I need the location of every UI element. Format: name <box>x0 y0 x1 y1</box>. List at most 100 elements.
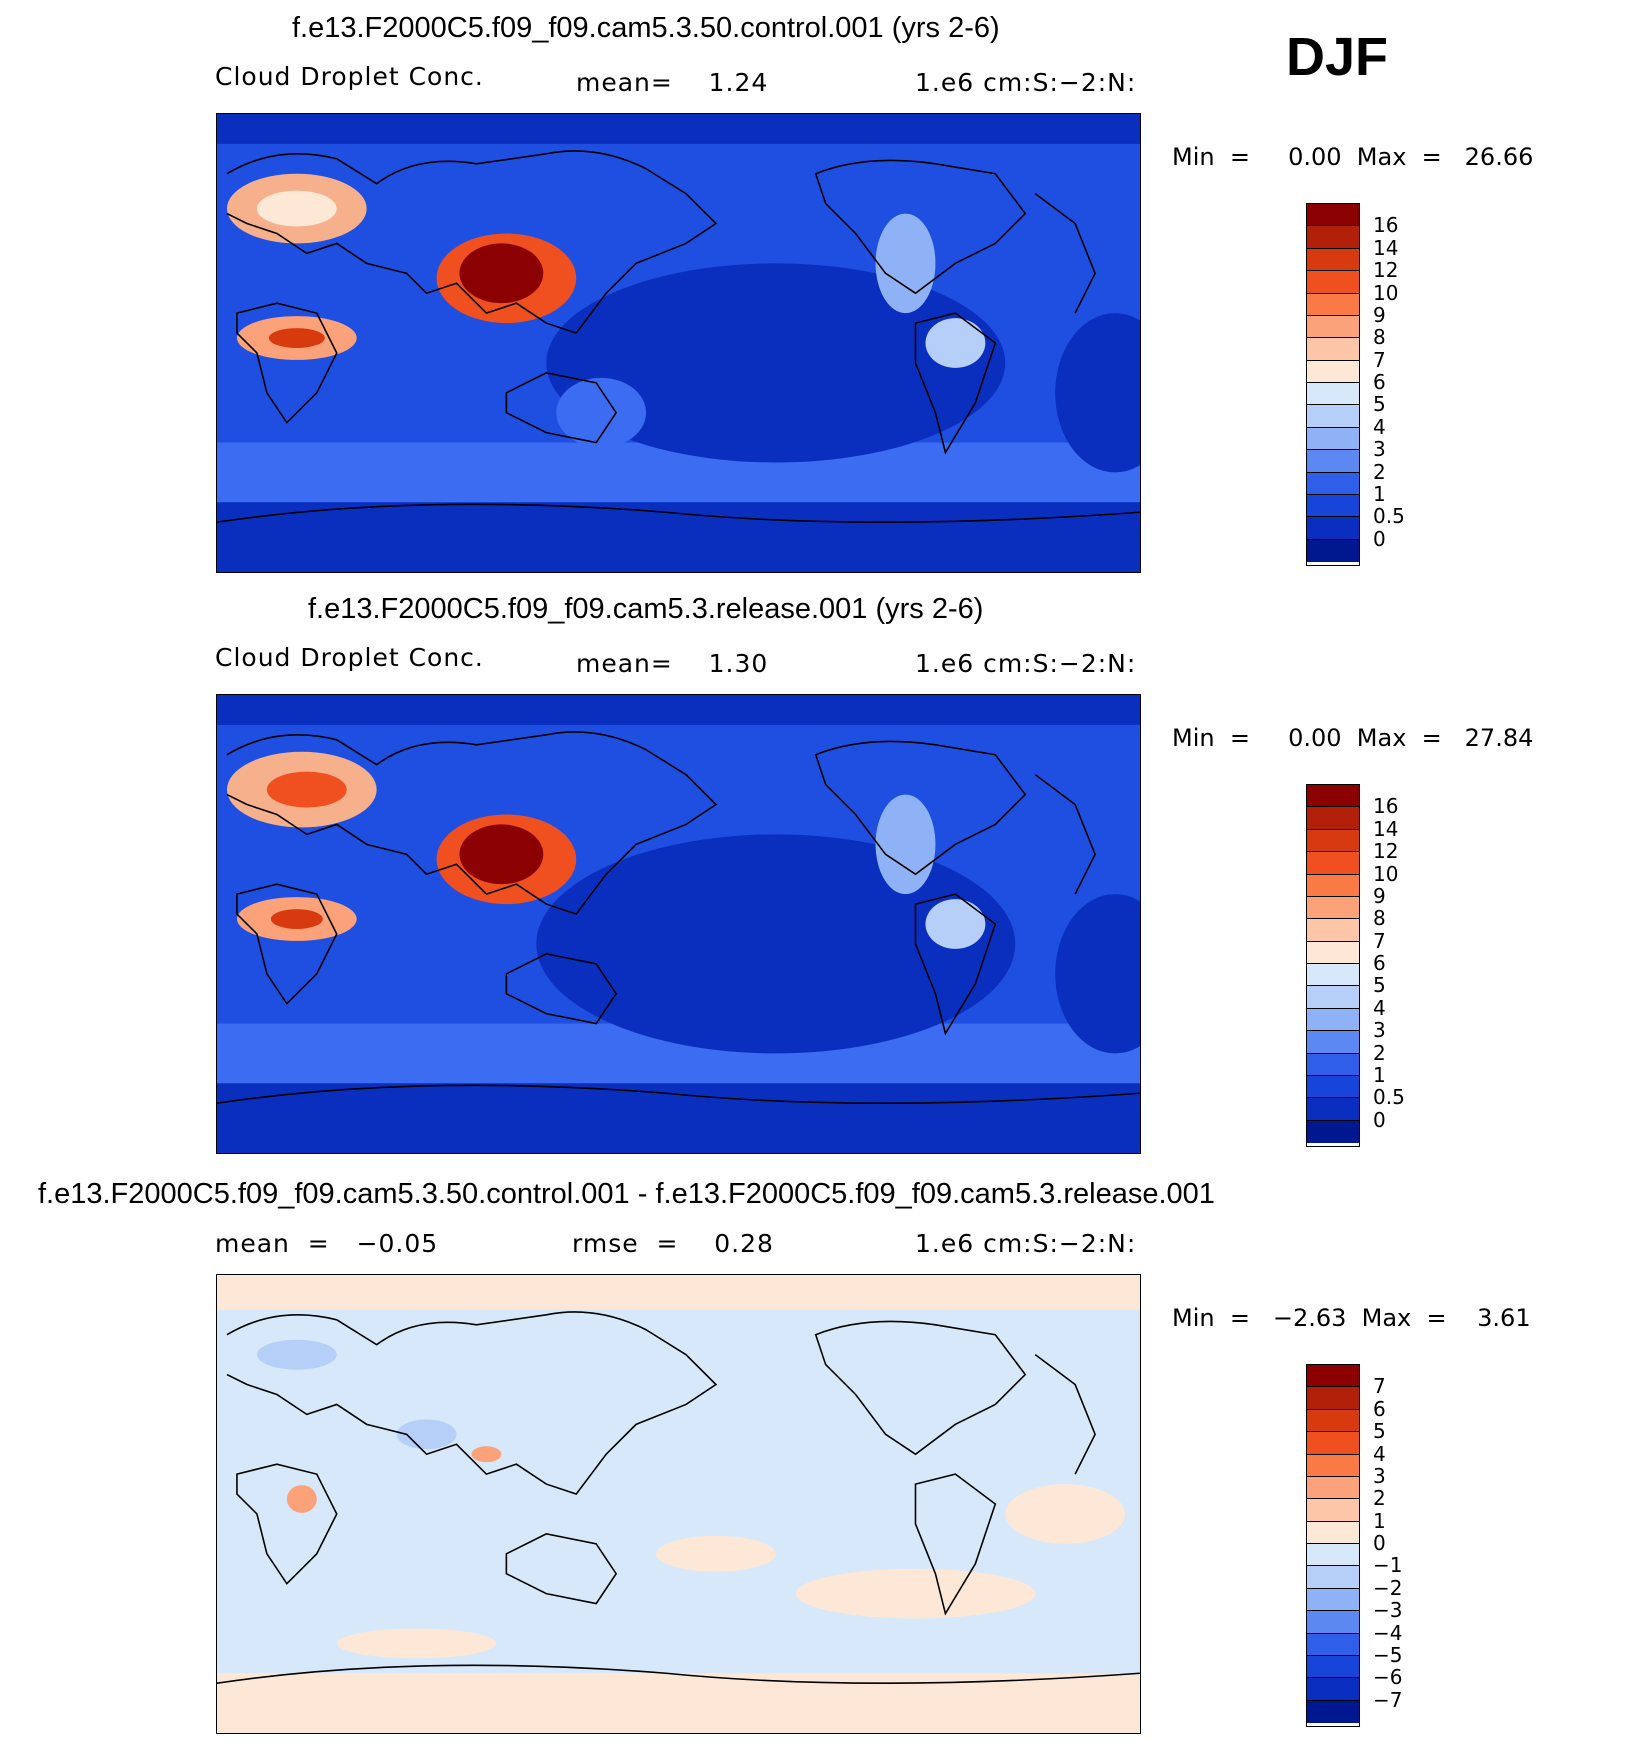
colorbar-label: 10 <box>1373 280 1399 305</box>
panel-2-mean-label: mean= 1.30 <box>576 649 769 678</box>
colorbar-label: 10 <box>1373 861 1399 886</box>
colorbar-label: 0 <box>1373 526 1386 551</box>
panel-1-map-svg <box>217 114 1140 572</box>
colorbar-swatch <box>1307 405 1359 428</box>
panel-3-colorbar <box>1306 1364 1360 1727</box>
colorbar-swatch <box>1307 1611 1359 1634</box>
panel-2-variable-label: Cloud Droplet Conc. <box>215 643 484 672</box>
colorbar-swatch <box>1307 919 1359 942</box>
colorbar-label: 1 <box>1373 1508 1386 1533</box>
colorbar-label: 6 <box>1373 951 1386 975</box>
colorbar-swatch <box>1307 1588 1359 1612</box>
colorbar-swatch <box>1307 293 1359 316</box>
colorbar-label: −4 <box>1373 1620 1403 1645</box>
colorbar-swatch <box>1307 852 1359 875</box>
colorbar-label: 0 <box>1373 1107 1386 1132</box>
colorbar-swatch <box>1307 896 1359 920</box>
colorbar-label: 5 <box>1373 1419 1386 1444</box>
panel-2-colorbar <box>1306 784 1360 1147</box>
colorbar-label: 16 <box>1373 794 1399 819</box>
colorbar-swatch <box>1307 874 1359 897</box>
colorbar-label: 0 <box>1373 1531 1386 1555</box>
colorbar-label: −1 <box>1373 1553 1403 1578</box>
colorbar-swatch <box>1307 1544 1359 1567</box>
colorbar-swatch <box>1307 539 1359 562</box>
colorbar-swatch <box>1307 383 1359 406</box>
colorbar-swatch <box>1307 1098 1359 1121</box>
season-label: DJF <box>1286 27 1389 87</box>
colorbar-label: 1 <box>1373 1062 1386 1087</box>
panel-3-title: f.e13.F2000C5.f09_f09.cam5.3.50.control.… <box>38 1178 1215 1210</box>
colorbar-label: 14 <box>1373 816 1399 841</box>
colorbar-label: 12 <box>1373 258 1399 283</box>
colorbar-label: 2 <box>1373 1040 1386 1065</box>
colorbar-label: 3 <box>1373 1463 1386 1488</box>
colorbar-label: 4 <box>1373 1441 1386 1466</box>
panel-2-min-max: Min = 0.00 Max = 27.84 <box>1172 724 1534 752</box>
colorbar-swatch <box>1307 1499 1359 1522</box>
colorbar-label: 1 <box>1373 481 1386 506</box>
colorbar-label: 2 <box>1373 459 1386 484</box>
colorbar-swatch <box>1307 226 1359 249</box>
colorbar-swatch <box>1307 1566 1359 1589</box>
panel-3-units-label: 1.e6 cm:S:−2:N: <box>915 1229 1137 1258</box>
colorbar-swatch <box>1307 785 1359 808</box>
colorbar-swatch <box>1307 360 1359 383</box>
colorbar-label: −6 <box>1373 1665 1403 1690</box>
colorbar-swatch <box>1307 1008 1359 1032</box>
colorbar-swatch <box>1307 1454 1359 1477</box>
colorbar-swatch <box>1307 1678 1359 1701</box>
colorbar-label: 4 <box>1373 414 1386 439</box>
colorbar-label: 4 <box>1373 995 1386 1020</box>
colorbar-swatch <box>1307 271 1359 294</box>
colorbar-swatch <box>1307 807 1359 830</box>
colorbar-label: 7 <box>1373 928 1386 953</box>
colorbar-swatch <box>1307 204 1359 227</box>
colorbar-swatch <box>1307 494 1359 518</box>
colorbar-swatch <box>1307 1075 1359 1099</box>
colorbar-swatch <box>1307 1633 1359 1656</box>
colorbar-swatch <box>1307 338 1359 361</box>
colorbar-swatch <box>1307 1476 1359 1500</box>
panel-3-rmse-label: rmse = 0.28 <box>572 1229 774 1258</box>
colorbar-label: −7 <box>1373 1687 1403 1712</box>
colorbar-label: 2 <box>1373 1486 1386 1511</box>
colorbar-label: −2 <box>1373 1575 1403 1600</box>
colorbar-label: 9 <box>1373 302 1386 327</box>
panel-1-units-label: 1.e6 cm:S:−2:N: <box>915 68 1137 97</box>
colorbar-label: 7 <box>1373 347 1386 372</box>
colorbar-swatch <box>1307 450 1359 473</box>
colorbar-label: 8 <box>1373 906 1386 931</box>
colorbar-label: 9 <box>1373 883 1386 908</box>
colorbar-swatch <box>1307 1365 1359 1388</box>
colorbar-label: 16 <box>1373 213 1399 238</box>
colorbar-label: −3 <box>1373 1598 1403 1623</box>
colorbar-label: 0.5 <box>1373 1085 1405 1110</box>
colorbar-label: 8 <box>1373 325 1386 350</box>
colorbar-swatch <box>1307 1700 1359 1723</box>
colorbar-swatch <box>1307 1409 1359 1433</box>
colorbar-label: −5 <box>1373 1642 1403 1667</box>
panel-1-variable-label: Cloud Droplet Conc. <box>215 62 484 91</box>
colorbar-swatch <box>1307 829 1359 853</box>
panel-3-map <box>216 1274 1141 1734</box>
colorbar-label: 6 <box>1373 370 1386 394</box>
panel-3-mean-label: mean = −0.05 <box>215 1229 439 1258</box>
colorbar-swatch <box>1307 1387 1359 1410</box>
colorbar-label: 3 <box>1373 1018 1386 1043</box>
panel-1-colorbar <box>1306 203 1360 566</box>
colorbar-swatch <box>1307 941 1359 964</box>
panel-2-title: f.e13.F2000C5.f09_f09.cam5.3.release.001… <box>308 593 984 625</box>
colorbar-label: 5 <box>1373 392 1386 417</box>
panel-1-min-max: Min = 0.00 Max = 26.66 <box>1172 143 1534 171</box>
colorbar-label: 14 <box>1373 235 1399 260</box>
colorbar-swatch <box>1307 472 1359 495</box>
colorbar-swatch <box>1307 1053 1359 1076</box>
colorbar-swatch <box>1307 248 1359 272</box>
panel-1-map <box>216 113 1141 573</box>
colorbar-label: 6 <box>1373 1396 1386 1421</box>
colorbar-swatch <box>1307 1521 1359 1544</box>
colorbar-swatch <box>1307 427 1359 451</box>
colorbar-label: 12 <box>1373 839 1399 864</box>
colorbar-swatch <box>1307 986 1359 1009</box>
